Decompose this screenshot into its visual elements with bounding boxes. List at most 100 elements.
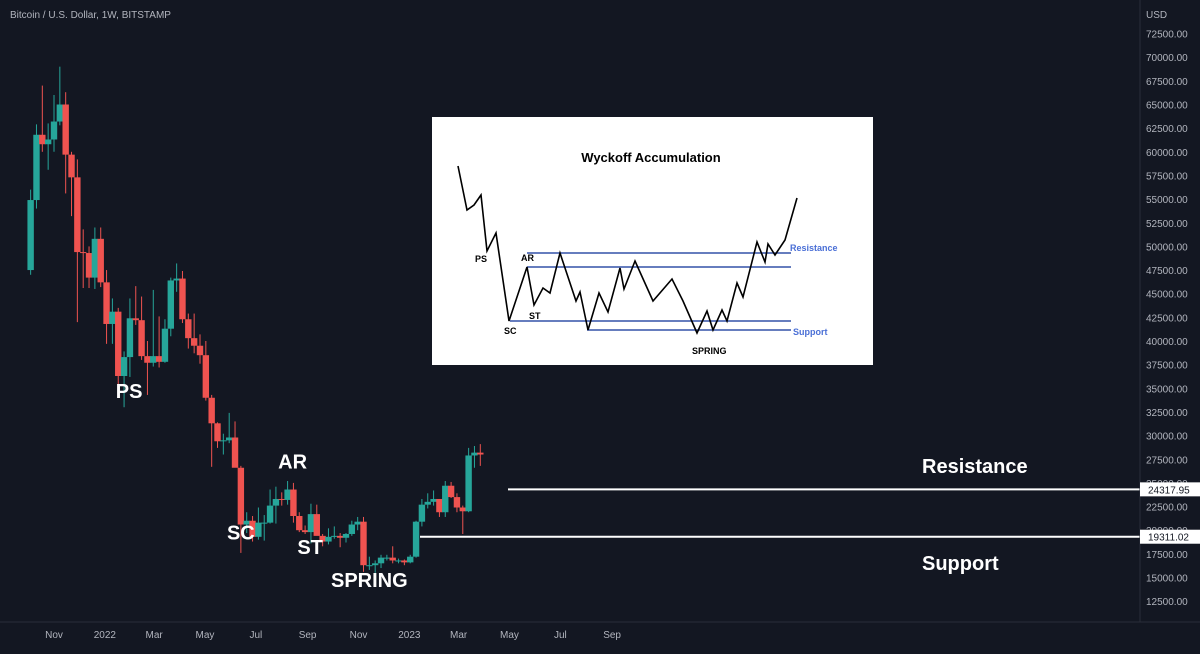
candle-body (272, 498, 280, 506)
candle[interactable] (418, 498, 426, 527)
candle[interactable] (366, 556, 373, 570)
candle[interactable] (27, 189, 34, 275)
candle[interactable] (331, 526, 338, 539)
candle[interactable] (319, 533, 326, 547)
candle[interactable] (91, 227, 99, 289)
candle[interactable] (407, 554, 414, 564)
candle[interactable] (401, 559, 408, 566)
candle-body (261, 522, 268, 524)
candle[interactable] (220, 433, 227, 455)
candle[interactable] (430, 490, 437, 506)
candle[interactable] (278, 492, 285, 506)
candle[interactable] (74, 159, 81, 323)
candle[interactable] (342, 533, 350, 543)
candle[interactable] (50, 95, 58, 152)
candle[interactable] (261, 515, 268, 541)
candle[interactable] (161, 319, 169, 363)
candle[interactable] (459, 505, 466, 534)
candle[interactable] (126, 298, 134, 377)
candle[interactable] (412, 520, 420, 558)
price-tick-label: 12500.00 (1146, 597, 1188, 608)
candle[interactable] (231, 421, 239, 468)
candle-body (266, 505, 274, 523)
candle-body (179, 278, 186, 320)
candle[interactable] (477, 444, 484, 466)
candle[interactable] (85, 246, 93, 289)
candle-body (225, 437, 233, 441)
candle[interactable] (44, 123, 52, 170)
candle-body (39, 134, 46, 145)
candle[interactable] (173, 263, 180, 292)
candle[interactable] (383, 554, 391, 561)
candle[interactable] (144, 341, 151, 395)
candle[interactable] (424, 493, 431, 509)
candle-body (120, 357, 128, 377)
support-price-label: 19311.02 (1148, 533, 1189, 544)
candle[interactable] (202, 341, 210, 401)
candle[interactable] (190, 313, 198, 354)
candle[interactable] (237, 465, 245, 553)
candle[interactable] (255, 507, 262, 540)
price-tick-label: 32500.00 (1146, 408, 1188, 419)
candle[interactable] (150, 289, 157, 367)
candle[interactable] (447, 481, 455, 499)
candle[interactable] (225, 412, 233, 444)
candle[interactable] (115, 307, 122, 398)
candle[interactable] (39, 85, 46, 152)
candle[interactable] (138, 296, 145, 360)
candle[interactable] (97, 227, 104, 288)
candle[interactable] (371, 560, 379, 573)
candle[interactable] (471, 446, 478, 468)
candle[interactable] (179, 270, 186, 324)
candle[interactable] (301, 525, 309, 534)
candle[interactable] (56, 66, 64, 126)
candle[interactable] (453, 493, 461, 513)
candle[interactable] (79, 229, 87, 289)
candle[interactable] (155, 316, 163, 368)
candle-body (360, 521, 367, 566)
candle-body (383, 557, 391, 559)
candle[interactable] (354, 516, 361, 531)
candle-body (173, 278, 180, 281)
candle[interactable] (208, 394, 215, 467)
candle[interactable] (395, 558, 402, 564)
candle[interactable] (243, 512, 250, 534)
candle[interactable] (167, 277, 174, 337)
candle[interactable] (377, 554, 385, 569)
candle[interactable] (266, 489, 274, 524)
candle[interactable] (196, 334, 204, 364)
candle-body (185, 319, 192, 339)
candle[interactable] (109, 298, 116, 344)
candle[interactable] (360, 516, 367, 572)
candle[interactable] (442, 481, 449, 517)
candle[interactable] (68, 151, 75, 217)
candle[interactable] (33, 124, 40, 209)
currency-label: USD (1146, 10, 1167, 21)
candle[interactable] (214, 422, 221, 448)
wyckoff-accumulation-inset: Wyckoff Accumulation PS AR ST SC SPRING … (432, 117, 873, 365)
candle[interactable] (290, 482, 297, 523)
candle[interactable] (348, 520, 356, 536)
candle[interactable] (313, 504, 320, 536)
time-ticks[interactable]: Nov 2022 Mar May Jul Sep Nov 2023 Mar May Jul Sep (45, 630, 621, 641)
candle[interactable] (325, 528, 332, 545)
candle[interactable] (62, 92, 69, 194)
candle[interactable] (436, 498, 443, 517)
candle-body (290, 489, 297, 517)
candle[interactable] (103, 270, 110, 344)
candle-body (144, 356, 151, 363)
candle-body (477, 452, 484, 455)
candle[interactable] (132, 286, 139, 325)
candle-body (401, 560, 408, 563)
candle[interactable] (249, 516, 256, 542)
candle[interactable] (284, 481, 291, 505)
candle[interactable] (307, 503, 315, 544)
candle[interactable] (185, 313, 192, 349)
candle[interactable] (296, 512, 303, 533)
candle[interactable] (336, 533, 344, 548)
candle[interactable] (272, 486, 280, 524)
candle[interactable] (389, 546, 396, 564)
candle[interactable] (465, 447, 472, 513)
candle[interactable] (120, 351, 128, 408)
